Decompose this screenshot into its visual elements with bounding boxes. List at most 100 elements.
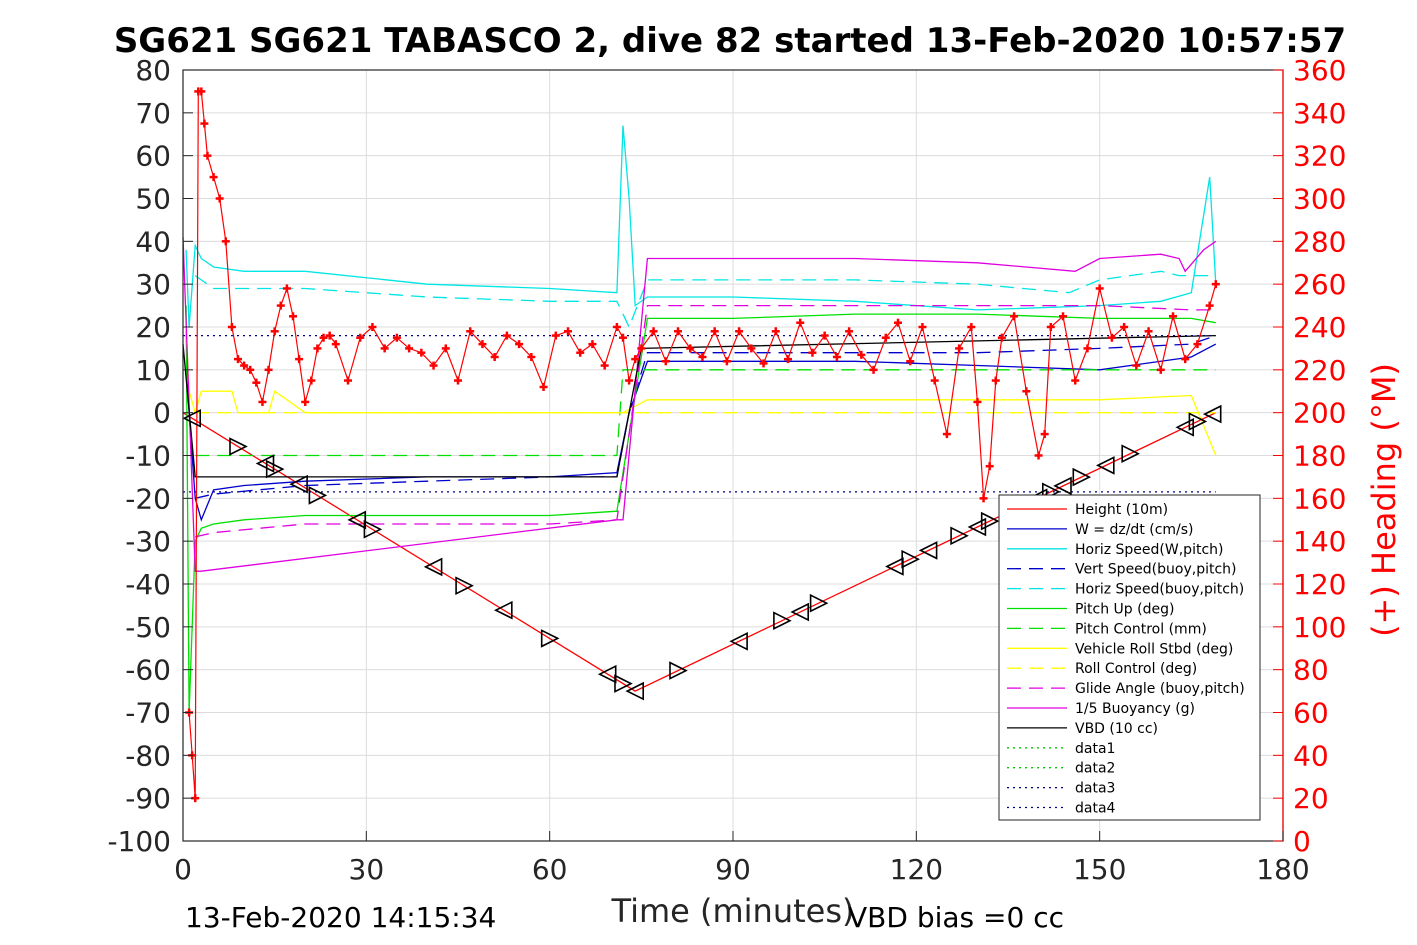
legend: Height (10m) W = dz/dt (cm/s) Horiz Speed(… xyxy=(998,494,1261,821)
heading-point xyxy=(1083,344,1092,353)
legend-entry: Horiz Speed(buoy,pitch) xyxy=(1075,582,1244,598)
heading-point xyxy=(1034,451,1043,460)
heading-point xyxy=(600,361,609,370)
y2-tick-label: 200 xyxy=(1293,397,1346,430)
heading-point xyxy=(276,301,285,310)
y2-tick-label: 160 xyxy=(1293,482,1346,515)
y2-tick-label: 220 xyxy=(1293,354,1346,387)
heading-point xyxy=(539,382,548,391)
depth-marker xyxy=(809,593,829,613)
heading-point xyxy=(1010,312,1019,321)
heading-point xyxy=(674,327,682,336)
heading-point xyxy=(820,331,829,340)
y-tick-label: -70 xyxy=(125,697,171,730)
y2-tick-label: 80 xyxy=(1293,654,1329,687)
heading-point xyxy=(527,352,536,361)
heading-point xyxy=(588,340,597,349)
depth-marker xyxy=(255,454,275,473)
y-tick-label: -40 xyxy=(125,568,171,601)
series-line-glide-angle-buoy-pitch xyxy=(195,304,1216,538)
heading-point xyxy=(417,348,426,357)
heading-point xyxy=(380,344,389,353)
heading-point xyxy=(564,327,572,336)
legend-entry: Roll Control (deg) xyxy=(1075,661,1197,677)
legend-entry: data4 xyxy=(1075,801,1116,817)
depth-marker xyxy=(265,459,285,479)
y2-tick-label: 100 xyxy=(1293,611,1346,644)
depth-marker xyxy=(455,576,474,595)
x-tick-label: 30 xyxy=(349,853,385,886)
y-tick-label: -100 xyxy=(107,825,171,858)
heading-point xyxy=(405,344,414,353)
depth-marker xyxy=(729,632,748,651)
depth-marker xyxy=(289,474,308,494)
heading-point xyxy=(234,355,242,364)
right-axis-label: (+) Heading (°M) xyxy=(1365,363,1403,637)
heading-point xyxy=(221,237,230,246)
heading-point xyxy=(515,340,524,349)
heading-point xyxy=(1046,323,1055,331)
heading-point xyxy=(612,323,621,331)
legend-entry: 1/5 Buoyancy (g) xyxy=(1075,701,1195,717)
x-axis-ticks: 0 30 60 90 120 150 180 xyxy=(174,831,1310,886)
y2-tick-label: 340 xyxy=(1293,97,1346,130)
heading-point xyxy=(759,359,768,368)
y-tick-label: -20 xyxy=(125,482,171,515)
vbd-bias-footer: VBD bias =0 cc xyxy=(848,901,1064,934)
heading-point xyxy=(930,376,939,385)
heading-point xyxy=(264,365,273,374)
depth-marker xyxy=(423,557,443,577)
depth-marker xyxy=(1121,444,1140,463)
y-tick-label: 10 xyxy=(135,354,171,387)
heading-point xyxy=(258,397,267,406)
y-tick-label: -90 xyxy=(125,782,171,815)
legend-entry: Glide Angle (buoy,pitch) xyxy=(1075,681,1245,697)
legend-entry: data2 xyxy=(1075,761,1115,777)
depth-marker xyxy=(229,437,248,456)
heading-point xyxy=(1193,340,1202,349)
heading-layer xyxy=(185,87,1220,803)
depth-marker xyxy=(918,541,938,560)
heading-point xyxy=(1120,323,1129,331)
heading-point xyxy=(1169,312,1177,321)
heading-point xyxy=(344,376,352,385)
heading-point xyxy=(502,331,511,340)
depth-marker xyxy=(182,409,201,428)
legend-entry: VBD (10 cc) xyxy=(1075,721,1158,737)
depth-marker xyxy=(901,549,920,569)
x-tick-label: 0 xyxy=(174,853,192,886)
heading-point xyxy=(240,361,249,370)
heading-point xyxy=(881,333,890,342)
heading-point xyxy=(325,331,334,340)
depth-marker xyxy=(1188,412,1208,431)
timestamp-footer: 13-Feb-2020 14:15:34 xyxy=(185,901,496,934)
y2-tick-label: 40 xyxy=(1293,739,1329,772)
heading-point xyxy=(246,365,255,374)
heading-point xyxy=(845,327,854,336)
heading-point xyxy=(649,327,658,336)
series-line-1-5-buoyancy-g xyxy=(182,236,1217,572)
heading-point xyxy=(631,355,640,364)
y2-tick-label: 240 xyxy=(1293,311,1346,344)
x-tick-label: 120 xyxy=(890,853,943,886)
heading-point xyxy=(686,344,695,353)
depth-marker xyxy=(363,520,383,539)
heading-point xyxy=(252,378,261,387)
legend-entry: Height (10m) xyxy=(1075,502,1168,518)
heading-point xyxy=(973,397,982,406)
heading-point xyxy=(1156,365,1165,374)
heading-point xyxy=(796,318,805,327)
y-tick-label: 70 xyxy=(135,97,171,130)
depth-marker xyxy=(625,681,645,701)
y-tick-label: 0 xyxy=(153,397,171,430)
y2-tick-label: 60 xyxy=(1293,697,1329,730)
heading-point xyxy=(1144,327,1153,336)
depth-marker xyxy=(1096,456,1115,475)
heading-point xyxy=(227,323,236,331)
legend-entry: Vert Speed(buoy,pitch) xyxy=(1075,562,1237,578)
y2-tick-label: 260 xyxy=(1293,268,1346,301)
x-axis-label: Time (minutes) xyxy=(611,892,855,930)
depth-marker xyxy=(950,526,969,546)
depth-marker xyxy=(669,661,688,680)
depth-marker xyxy=(1053,476,1072,496)
